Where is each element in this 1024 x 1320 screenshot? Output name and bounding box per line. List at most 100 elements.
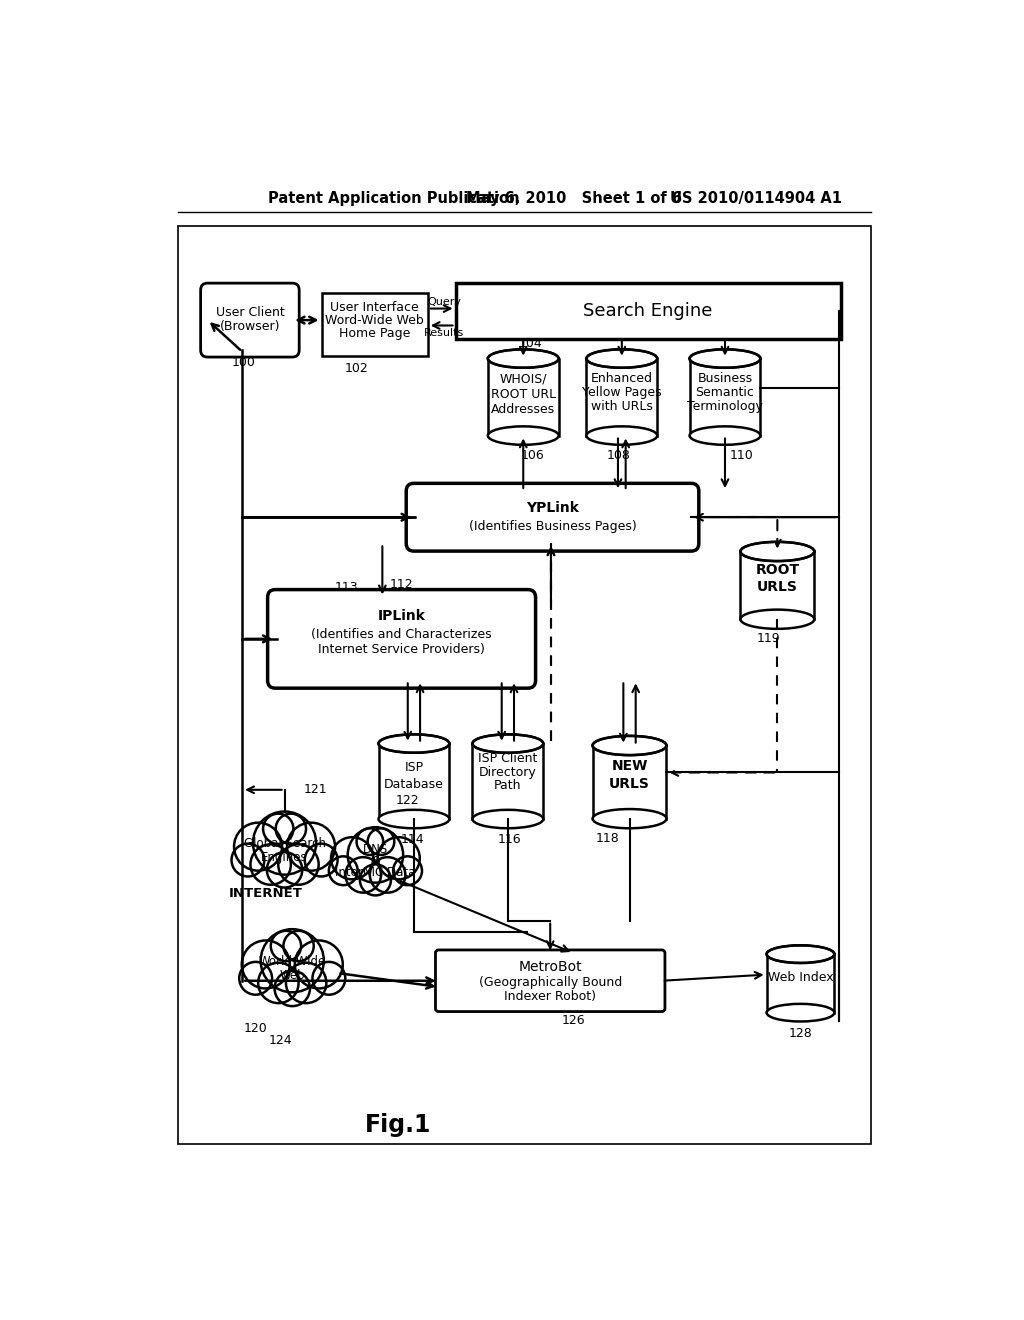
- Text: ROOT: ROOT: [756, 562, 800, 577]
- Bar: [487, 359, 559, 436]
- Circle shape: [284, 931, 313, 961]
- Text: May 6, 2010   Sheet 1 of 6: May 6, 2010 Sheet 1 of 6: [466, 191, 682, 206]
- Text: 118: 118: [596, 832, 620, 845]
- Text: 108: 108: [607, 449, 631, 462]
- Circle shape: [270, 931, 301, 961]
- Text: Fig.1: Fig.1: [366, 1113, 432, 1137]
- Text: User Interface: User Interface: [331, 301, 419, 314]
- Text: Web Index: Web Index: [768, 972, 834, 985]
- Text: 121: 121: [303, 783, 328, 796]
- Text: 100: 100: [231, 356, 256, 370]
- Text: ISP: ISP: [404, 762, 424, 775]
- Circle shape: [368, 829, 394, 855]
- Ellipse shape: [767, 945, 835, 964]
- Ellipse shape: [487, 426, 559, 445]
- Text: (Identifies and Characterizes: (Identifies and Characterizes: [311, 628, 492, 640]
- Text: Directory: Directory: [479, 766, 537, 779]
- FancyBboxPatch shape: [267, 590, 536, 688]
- Bar: [689, 359, 761, 436]
- Text: Terminology: Terminology: [687, 400, 763, 413]
- Text: 126: 126: [561, 1014, 585, 1027]
- Text: YPLink: YPLink: [526, 502, 579, 515]
- Circle shape: [267, 853, 302, 887]
- Text: NEW: NEW: [611, 759, 648, 772]
- Text: User Client: User Client: [215, 306, 285, 319]
- Circle shape: [274, 970, 310, 1006]
- Text: Semantic: Semantic: [695, 385, 755, 399]
- Text: (Identifies Business Pages): (Identifies Business Pages): [469, 520, 636, 533]
- Ellipse shape: [689, 426, 761, 445]
- Circle shape: [261, 929, 324, 993]
- Text: URLS: URLS: [609, 777, 650, 791]
- Text: US 2010/0114904 A1: US 2010/0114904 A1: [670, 191, 842, 206]
- Bar: [322, 293, 428, 356]
- Text: 113: 113: [335, 581, 358, 594]
- Text: Query: Query: [427, 297, 461, 306]
- Text: WHOIS/: WHOIS/: [500, 372, 547, 385]
- Circle shape: [359, 865, 391, 895]
- Bar: [740, 552, 814, 619]
- Ellipse shape: [379, 810, 450, 828]
- Text: Home Page: Home Page: [339, 326, 411, 339]
- Circle shape: [242, 940, 290, 989]
- Text: World-Wide: World-Wide: [259, 954, 326, 968]
- Circle shape: [234, 822, 282, 871]
- Text: 119: 119: [757, 632, 780, 645]
- Ellipse shape: [587, 350, 657, 368]
- Bar: [593, 746, 667, 818]
- Text: DNS: DNS: [362, 843, 388, 857]
- Text: (Geographically Bound: (Geographically Bound: [478, 975, 622, 989]
- Text: &: &: [371, 855, 380, 869]
- Ellipse shape: [593, 809, 667, 828]
- Text: MetroBot: MetroBot: [518, 960, 582, 974]
- Text: 102: 102: [344, 362, 368, 375]
- Circle shape: [240, 962, 272, 995]
- Ellipse shape: [472, 734, 544, 752]
- Bar: [472, 743, 544, 818]
- Text: Engines: Engines: [261, 851, 308, 865]
- Circle shape: [287, 822, 335, 871]
- Text: Patent Application Publication: Patent Application Publication: [267, 191, 519, 206]
- Text: 112: 112: [390, 578, 414, 591]
- Ellipse shape: [689, 350, 761, 368]
- Circle shape: [286, 962, 327, 1003]
- Text: 124: 124: [269, 1035, 293, 1047]
- Circle shape: [393, 857, 422, 886]
- Text: URLS: URLS: [757, 579, 798, 594]
- Ellipse shape: [740, 543, 814, 561]
- Text: 114: 114: [400, 833, 424, 846]
- Text: Enhanced: Enhanced: [591, 372, 653, 385]
- Bar: [178, 226, 871, 1144]
- Circle shape: [331, 837, 373, 879]
- Text: INTERNET: INTERNET: [228, 887, 302, 900]
- Text: Indexer Robot): Indexer Robot): [504, 990, 596, 1003]
- Text: Word-Wide Web: Word-Wide Web: [326, 314, 424, 326]
- Bar: [587, 359, 657, 436]
- Circle shape: [356, 829, 383, 855]
- Circle shape: [258, 962, 299, 1003]
- Bar: [767, 954, 835, 1012]
- Text: Web: Web: [280, 969, 305, 982]
- Text: 120: 120: [244, 1022, 267, 1035]
- Circle shape: [251, 845, 291, 884]
- Circle shape: [378, 837, 420, 879]
- Text: InterNIC Data: InterNIC Data: [335, 866, 416, 879]
- Circle shape: [231, 843, 264, 876]
- FancyBboxPatch shape: [407, 483, 698, 552]
- Circle shape: [370, 857, 406, 892]
- Text: Internet Service Providers): Internet Service Providers): [318, 643, 485, 656]
- Circle shape: [279, 845, 318, 884]
- Circle shape: [345, 857, 381, 892]
- Text: IPLink: IPLink: [378, 609, 426, 623]
- Ellipse shape: [379, 734, 450, 752]
- FancyBboxPatch shape: [201, 284, 299, 358]
- Text: ROOT URL: ROOT URL: [490, 388, 556, 400]
- Text: 116: 116: [498, 833, 521, 846]
- Circle shape: [329, 857, 357, 886]
- FancyBboxPatch shape: [435, 950, 665, 1011]
- Text: Path: Path: [495, 779, 521, 792]
- Ellipse shape: [740, 610, 814, 628]
- Circle shape: [312, 962, 345, 995]
- Ellipse shape: [587, 426, 657, 445]
- Text: Search Engine: Search Engine: [584, 302, 713, 319]
